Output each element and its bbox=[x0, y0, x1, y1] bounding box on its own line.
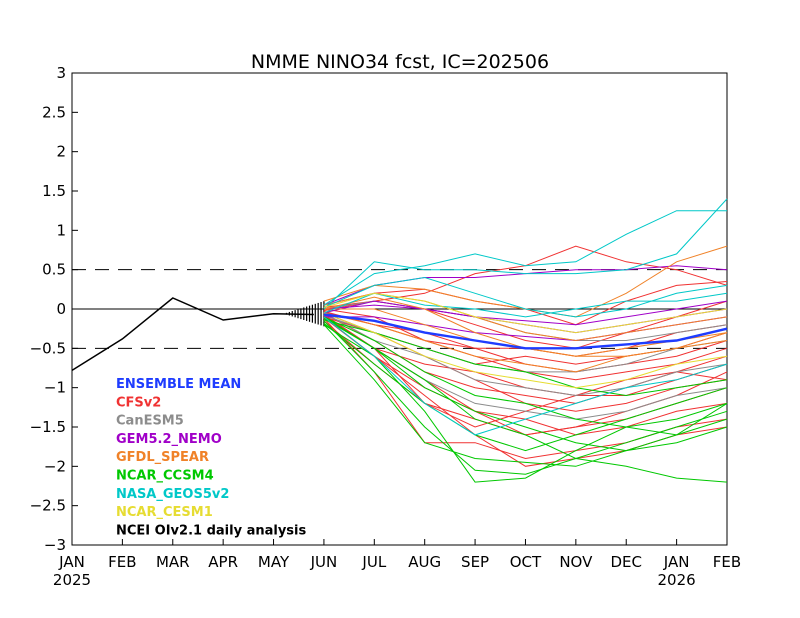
member-line bbox=[323, 318, 728, 460]
y-tick-label: −2 bbox=[44, 457, 66, 475]
y-tick-label: 3 bbox=[56, 64, 66, 82]
member-line bbox=[323, 313, 728, 404]
y-tick-label: −3 bbox=[44, 536, 66, 554]
x-tick-label: JUL bbox=[361, 553, 386, 571]
x-tick-label: JUN bbox=[310, 553, 338, 571]
legend-entry: NCAR_CCSM4 bbox=[116, 469, 214, 484]
ensemble-mean-line bbox=[323, 313, 728, 350]
member-line bbox=[323, 324, 728, 467]
member-line bbox=[323, 316, 728, 428]
y-tick-label: 1 bbox=[56, 221, 66, 239]
y-tick-label: 0.5 bbox=[42, 261, 66, 279]
ensemble-mean-path bbox=[323, 313, 728, 350]
y-axis: −3 −2.5 −2 −1.5 −1 −0.5 0 0.5 1 1.5 2 2.5 3 bbox=[30, 64, 78, 554]
member-line bbox=[323, 316, 728, 436]
member-line bbox=[323, 319, 728, 397]
y-tick-label: −1 bbox=[44, 379, 66, 397]
x-tick-label: JAN bbox=[58, 553, 85, 571]
observed-path bbox=[71, 297, 314, 372]
chart-title: NMME NINO34 fcst, IC=202506 bbox=[251, 51, 549, 73]
legend-entry: GEM5.2_NEMO bbox=[116, 432, 222, 447]
legend-entry: NCEI OIv2.1 daily analysis bbox=[116, 523, 306, 538]
legend-entry: CanESM5 bbox=[116, 414, 184, 429]
x-tick-label: MAY bbox=[258, 553, 290, 571]
member-line bbox=[323, 316, 728, 460]
x-tick-label: NOV bbox=[559, 553, 593, 571]
x-axis: JAN FEB MAR APR MAY JUN JUL AUG SEP OCT NOV DEC JAN F… bbox=[53, 539, 741, 589]
year-label: 2025 bbox=[53, 571, 91, 589]
legend-entry: NASA_GEOS5v2 bbox=[116, 487, 229, 502]
member-line bbox=[323, 322, 728, 452]
member-line bbox=[323, 292, 728, 318]
member-line bbox=[323, 292, 728, 334]
x-tick-label: DEC bbox=[610, 553, 642, 571]
member-line bbox=[323, 300, 728, 326]
y-tick-label: 2.5 bbox=[42, 103, 66, 121]
legend-entry: ENSEMBLE MEAN bbox=[116, 377, 241, 392]
member-line bbox=[323, 320, 728, 436]
x-tick-label: FEB bbox=[108, 553, 136, 571]
y-tick-label: −2.5 bbox=[30, 497, 66, 515]
legend: ENSEMBLE MEAN CFSv2 CanESM5 GEM5.2_NEMO GFDL… bbox=[116, 377, 306, 538]
y-tick-label: −0.5 bbox=[30, 339, 66, 357]
x-tick-label: SEP bbox=[461, 553, 489, 571]
legend-entry: CFSv2 bbox=[116, 395, 161, 410]
legend-entry: GFDL_SPEAR bbox=[116, 450, 209, 465]
x-tick-label: APR bbox=[208, 553, 238, 571]
y-tick-label: 2 bbox=[56, 143, 66, 161]
member-line bbox=[323, 312, 728, 389]
member-line bbox=[323, 210, 727, 306]
member-line bbox=[323, 198, 728, 310]
legend-entry: NCAR_CESM1 bbox=[116, 505, 213, 520]
y-tick-label: 0 bbox=[56, 300, 66, 318]
y-tick-label: 1.5 bbox=[42, 182, 66, 200]
member-line bbox=[323, 317, 728, 452]
x-tick-label: FEB bbox=[713, 553, 741, 571]
member-line bbox=[323, 312, 728, 397]
y-tick-label: −1.5 bbox=[30, 418, 66, 436]
member-lines bbox=[323, 198, 728, 483]
x-tick-label: JAN bbox=[663, 553, 690, 571]
member-line bbox=[323, 320, 728, 483]
x-tick-label: OCT bbox=[510, 553, 542, 571]
year-label: 2026 bbox=[658, 571, 696, 589]
x-tick-label: AUG bbox=[408, 553, 441, 571]
member-line bbox=[323, 276, 728, 318]
x-tick-label: MAR bbox=[156, 553, 190, 571]
observed-line bbox=[71, 297, 314, 372]
